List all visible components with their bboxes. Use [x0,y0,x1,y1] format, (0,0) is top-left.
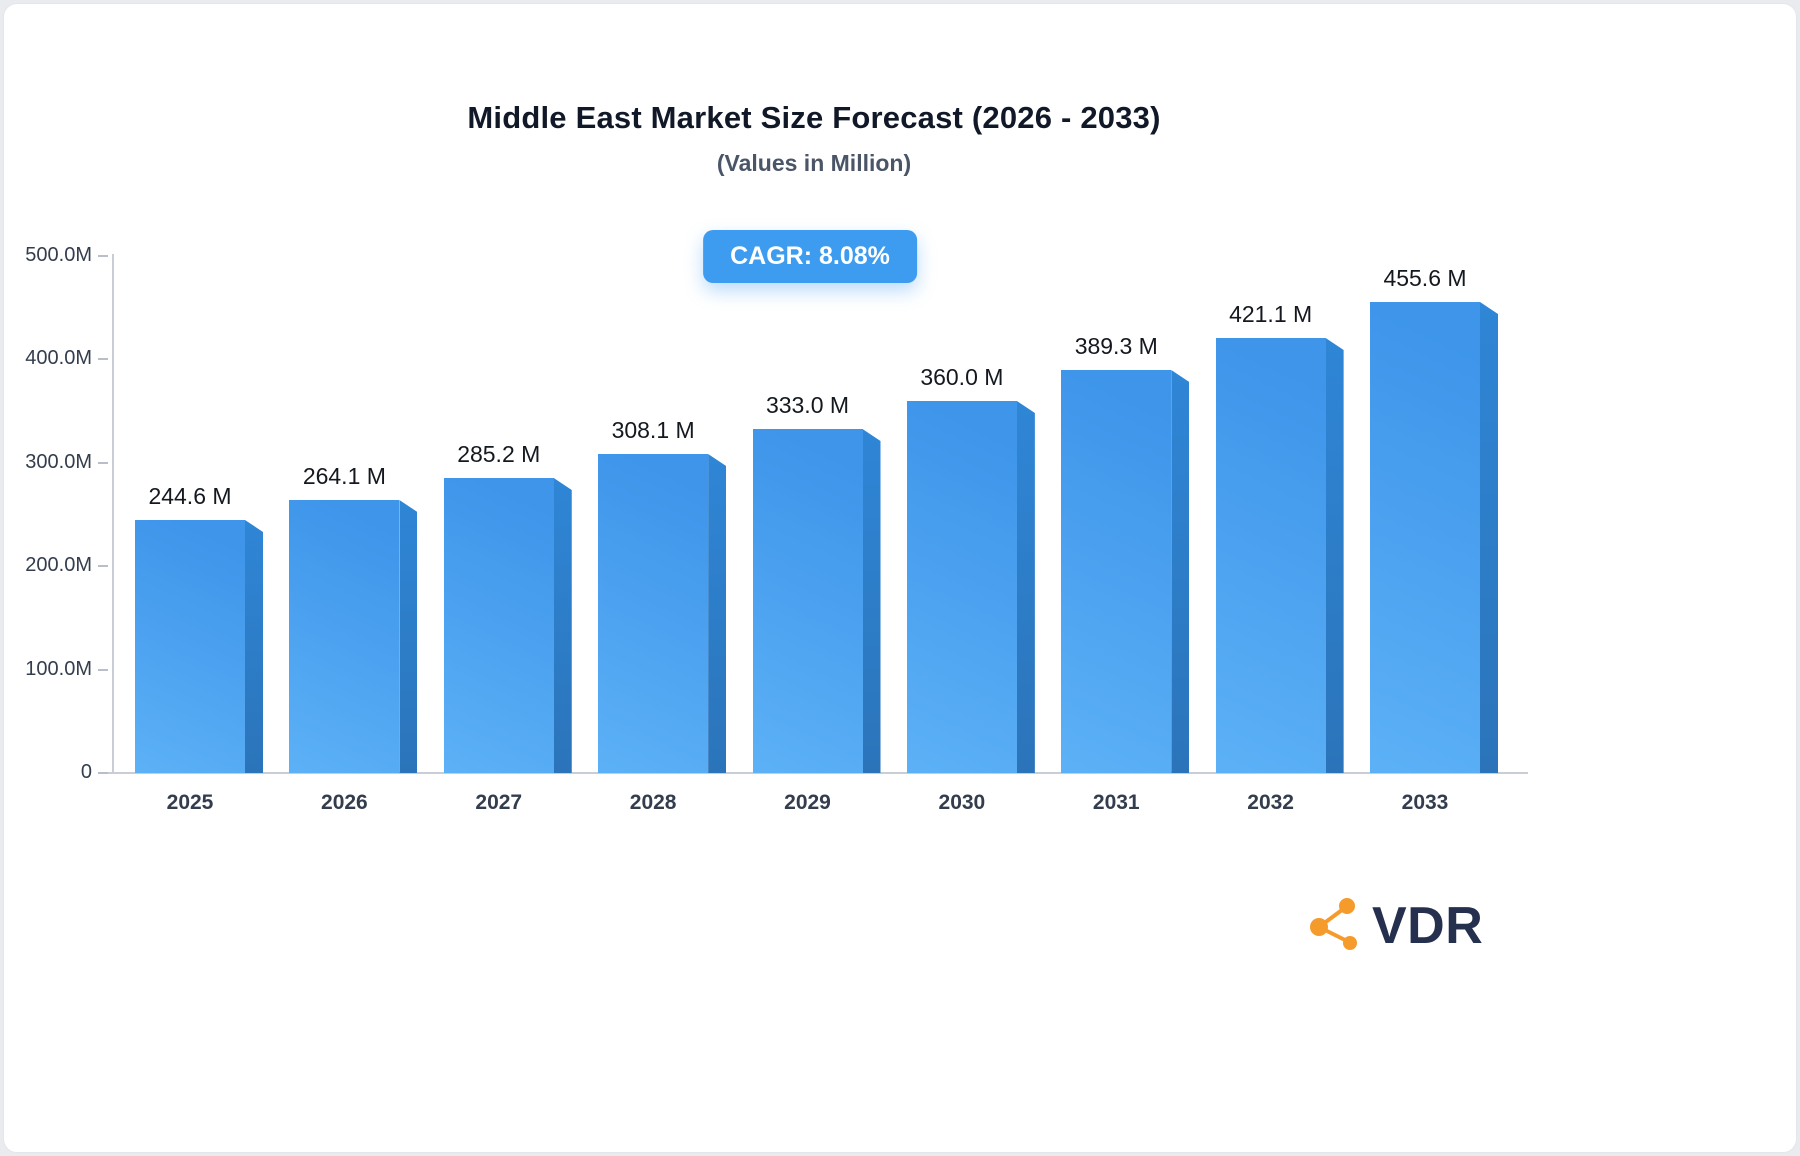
y-axis-line [112,254,114,773]
bar-face [906,401,1017,773]
x-axis-label: 2027 [475,791,523,814]
x-axis-label: 2025 [166,791,214,814]
bar-chart: 500.0M 400.0M 300.0M 200.0M 100.0M 0 244.6 M 20… [4,4,1796,1152]
bar-2026 [289,500,418,773]
bar-face [752,429,863,773]
x-axis-label: 2030 [938,791,986,814]
y-axis-tick-mark [98,565,108,568]
x-axis-label: 2033 [1401,791,1449,814]
network-nodes-icon [1310,898,1357,950]
logo-text: VDR [1372,897,1484,955]
bar-value-label: 285.2 M [457,441,541,467]
x-axis-label: 2032 [1247,791,1294,814]
bar-side [553,478,572,773]
bar-2030 [906,401,1035,773]
bar-2033 [1370,302,1498,773]
bar-side [708,454,727,773]
y-axis-tick-label: 500.0M [25,244,92,266]
bar-2032 [1215,338,1344,773]
x-axis-label: 2028 [629,791,677,814]
logo: VDR [1304,894,1483,958]
bar-value-label: 421.1 M [1229,301,1313,327]
bar-side [1325,338,1344,773]
y-axis-tick-mark [98,772,108,774]
bar-face [443,478,554,773]
bar-2028 [598,454,727,773]
cagr-badge: CAGR: 8.08% [703,230,917,283]
bar-face [1215,338,1326,773]
bar-side [1016,401,1035,773]
y-axis-tick-mark [98,358,108,361]
bar-2025 [135,520,263,773]
bar-value-label: 264.1 M [302,463,386,489]
bar-value-label: 455.6 M [1383,265,1467,291]
bar-side [862,429,881,773]
bar-value-label: 389.3 M [1074,333,1158,359]
y-axis-tick-label: 300.0M [25,450,92,473]
chart-title: Middle East Market Size Forecast (2026 -… [467,100,1161,135]
y-axis-tick-label: 400.0M [25,347,92,370]
bar-2031 [1061,370,1190,773]
page: Middle East Market Size Forecast (2026 -… [3,3,1797,1153]
bar-value-label: 308.1 M [611,417,695,443]
y-axis-tick-label: 200.0M [25,554,92,577]
bar-value-label: 244.6 M [148,483,232,509]
x-axis-label: 2031 [1092,791,1140,814]
bar-face [289,500,400,773]
bar-value-label: 333.0 M [765,392,850,418]
x-axis-label: 2029 [784,791,831,814]
chart-subtitle: (Values in Million) [716,150,912,176]
bar-side [399,500,418,773]
bar-face [1061,370,1172,773]
bar-side [1171,370,1190,773]
y-axis-tick-mark [98,668,108,671]
bar-2027 [443,478,572,773]
bar-side [1480,302,1498,773]
y-axis-tick-mark [98,461,108,464]
y-axis-tick-label: 0 [80,761,92,783]
bar-face [598,454,709,773]
x-axis-label: 2026 [321,791,368,814]
bar-face [1370,302,1480,773]
bar-side [245,520,263,773]
bar-2029 [752,429,881,773]
y-axis-tick-label: 100.0M [25,657,92,680]
y-axis-tick-mark [98,255,108,257]
bar-value-label: 360.0 M [920,364,1004,390]
bar-face [135,520,245,773]
x-axis-line [104,772,1528,774]
